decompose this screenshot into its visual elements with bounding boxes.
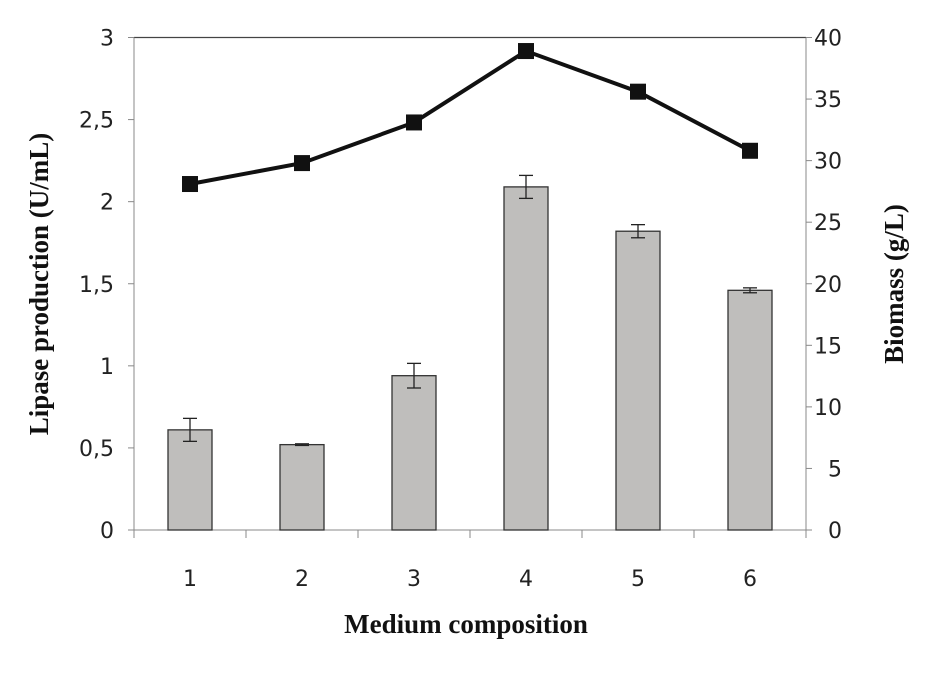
y-left-tick-label: 0,5 bbox=[79, 437, 114, 462]
y-left-tick-label: 2 bbox=[100, 191, 114, 216]
biomass-marker bbox=[630, 83, 646, 100]
biomass-marker bbox=[182, 176, 198, 193]
y-right-tick-label: 35 bbox=[814, 88, 842, 113]
x-tick-label: 6 bbox=[743, 567, 757, 592]
biomass-line bbox=[189, 48, 751, 186]
y-left-tick-label: 3 bbox=[100, 27, 114, 52]
y-right-tick-label: 30 bbox=[814, 150, 842, 175]
y-right-tick-label: 15 bbox=[814, 334, 842, 359]
y-right-tick-label: 25 bbox=[814, 211, 842, 236]
y-axis-right-label: Biomass (g/L) bbox=[879, 204, 909, 364]
x-axis-label: Medium composition bbox=[344, 609, 588, 639]
x-tick-label: 1 bbox=[183, 567, 197, 592]
y-left-tick-label: 2,5 bbox=[79, 109, 114, 134]
bar bbox=[391, 375, 437, 531]
bar bbox=[279, 443, 325, 531]
y-left-tick-label: 0 bbox=[100, 519, 114, 544]
biomass-marker bbox=[518, 43, 534, 60]
y-axis-left-label: Lipase production (U/mL) bbox=[24, 133, 54, 436]
biomass-marker bbox=[406, 114, 422, 131]
bar bbox=[167, 429, 213, 531]
y-right-tick-label: 10 bbox=[814, 396, 842, 421]
y-left-tick-label: 1,5 bbox=[79, 273, 114, 298]
x-tick-label: 5 bbox=[631, 567, 645, 592]
bar bbox=[727, 289, 773, 531]
y-right-tick-label: 0 bbox=[828, 519, 842, 544]
x-tick-label: 2 bbox=[295, 567, 309, 592]
y-right-tick-label: 5 bbox=[828, 457, 842, 482]
bar bbox=[615, 230, 661, 531]
x-tick-label: 4 bbox=[519, 567, 533, 592]
y-right-tick-label: 40 bbox=[814, 27, 842, 52]
y-left-tick-label: 1 bbox=[100, 355, 114, 380]
biomass-marker bbox=[294, 155, 310, 172]
bar bbox=[503, 186, 549, 531]
x-tick-label: 3 bbox=[407, 567, 421, 592]
y-right-tick-label: 20 bbox=[814, 273, 842, 298]
biomass-marker bbox=[742, 142, 758, 159]
